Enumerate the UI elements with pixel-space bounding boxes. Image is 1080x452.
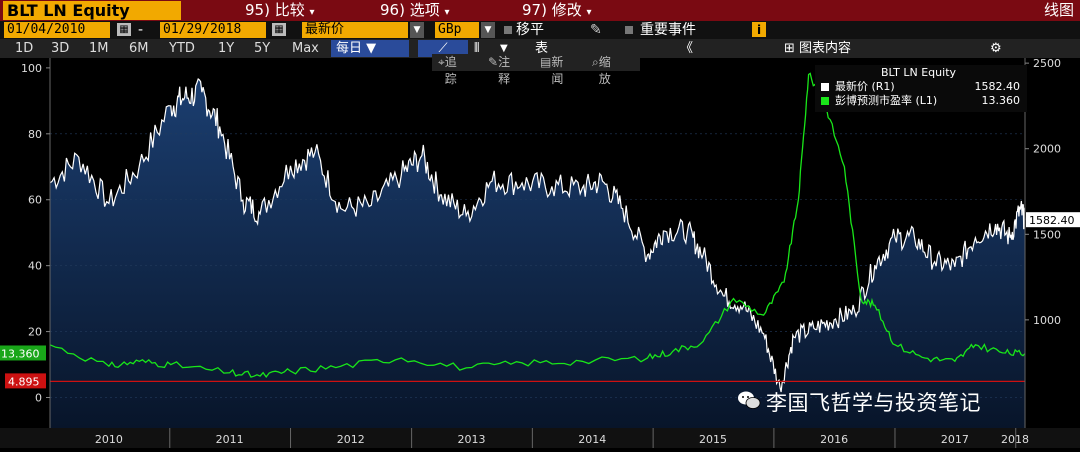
end-date-input[interactable]: 01/29/2018 [160,22,266,38]
period-1d[interactable]: 1D [15,41,34,56]
legend-swatch [821,83,829,91]
legend-swatch [821,97,829,105]
pe-series-line [49,72,1026,378]
info-icon[interactable]: i [752,22,766,37]
period-5y[interactable]: 5Y [254,41,271,56]
y-right-tick-label: 1500 [1033,228,1061,241]
field-select[interactable]: 最新价 [302,22,408,38]
frequency-select[interactable]: 每日 ▼ [331,40,409,57]
start-date-input[interactable]: 01/04/2010 [4,22,110,38]
bar-chart-icon[interactable]: ⫴ [474,41,480,56]
chart-area: 0 20 40 60 80 100 1000 1500 2000 2500 2010 2011 2012… [0,57,1080,448]
collapse-icon[interactable]: 《 [680,41,694,56]
period-3d[interactable]: 3D [51,41,70,56]
period-1m[interactable]: 1M [89,41,109,56]
calendar-icon[interactable]: ▦ [117,23,131,36]
x-tick-label: 2010 [95,433,123,446]
watermark: 李国飞哲学与投资笔记 [738,387,981,417]
y-right-tick-label: 1000 [1033,314,1061,327]
price-pe-chart: 0 20 40 60 80 100 1000 1500 2000 2500 2010 2011 2012… [0,57,1080,448]
ticker-field[interactable]: BLT LN Equity [3,1,181,20]
chart-type-label[interactable]: 线图 [1043,1,1074,19]
legend-row-pe: 彭博预测市盈率 (L1) 13.360 [819,94,1024,108]
x-tick-label: 2013 [457,433,485,446]
x-tick-label: 2012 [337,433,365,446]
y-left-tick-label: 60 [28,194,42,207]
y-left-tick-label: 20 [28,326,42,339]
date-separator: - [138,22,144,38]
y-left-tick-label: 80 [28,128,42,141]
table-button[interactable]: 表 [535,41,549,56]
events-label: 重要事件 [640,22,696,38]
x-axis-band [0,428,1080,448]
wechat-icon [738,391,761,409]
moving-avg-checkbox[interactable] [504,26,512,34]
period-1y[interactable]: 1Y [218,41,235,56]
x-tick-label: 2011 [216,433,244,446]
chevron-down-icon[interactable]: ▼ [481,22,495,38]
reference-line-label: 4.895 [8,375,40,388]
tool-trace[interactable]: ⌖ 追踪 [438,55,457,86]
line-chart-icon[interactable]: ⟋ [418,40,468,57]
x-tick-label: 2018 [1001,433,1029,446]
chevron-down-icon[interactable]: ▼ [410,22,424,38]
gear-icon[interactable]: ⚙ [990,41,1002,56]
period-max[interactable]: Max [292,41,319,56]
reference-line-label-bg [5,373,46,389]
legend-title: BLT LN Equity [881,66,957,79]
menu-compare[interactable]: 95) 比较 ▾ [245,1,315,19]
period-ytd[interactable]: YTD [169,41,195,56]
price-area [50,79,1025,428]
chart-content-button[interactable]: ⊞ 图表内容 [784,41,852,56]
tool-zoom[interactable]: ⌕ 缩放 [592,55,611,86]
x-tick-label: 2017 [941,433,969,446]
y-left-tick-label: 0 [35,392,42,405]
y-right-tick-label: 2000 [1033,143,1061,156]
x-tick-label: 2014 [578,433,606,446]
chart-legend: BLT LN Equity 最新价 (R1) 1582.40 彭博预测市盈率 (… [815,65,1027,112]
tool-news[interactable]: ▤ 新闻 [540,55,564,86]
chevron-down-icon[interactable]: ▼ [500,43,508,54]
pencil-icon[interactable]: ✎ [590,22,602,38]
y-left-tick-label: 100 [21,62,42,75]
price-series-line [49,78,1026,393]
price-last-value-bg [1026,212,1080,228]
range-bar: 01/04/2010 ▦ - 01/29/2018 ▦ 最新价 ▼ GBp ▼ … [0,21,1080,39]
y-right-tick-label: 2500 [1033,58,1061,70]
currency-select[interactable]: GBp [435,22,479,38]
x-tick-label: 2016 [820,433,848,446]
title-bar: BLT LN Equity 95) 比较 ▾ 96) 选项 ▾ 97) 修改 ▾… [0,0,1080,21]
pe-last-value-bg [0,345,46,361]
menu-options[interactable]: 96) 选项 ▾ [380,1,450,19]
moving-avg-label: 移平 [516,22,544,38]
x-tick-label: 2015 [699,433,727,446]
chart-tools: ⌖ 追踪 ✎ 注释 ▤ 新闻 ⌕ 缩放 [432,54,640,86]
y-left-tick-label: 40 [28,260,42,273]
price-last-value: 1582.40 [1029,214,1075,227]
calendar-icon[interactable]: ▦ [272,23,286,36]
menu-modify[interactable]: 97) 修改 ▾ [522,1,592,19]
events-checkbox[interactable] [625,26,633,34]
period-bar: 1D 3D 1M 6M YTD 1Y 5Y Max 每日 ▼ ⟋ ⫴ ▼ 表 《… [0,39,1080,58]
legend-row-price: 最新价 (R1) 1582.40 [819,80,1024,94]
tool-annotate[interactable]: ✎ 注释 [488,55,511,86]
period-6m[interactable]: 6M [129,41,149,56]
pe-last-value: 13.360 [1,347,40,360]
